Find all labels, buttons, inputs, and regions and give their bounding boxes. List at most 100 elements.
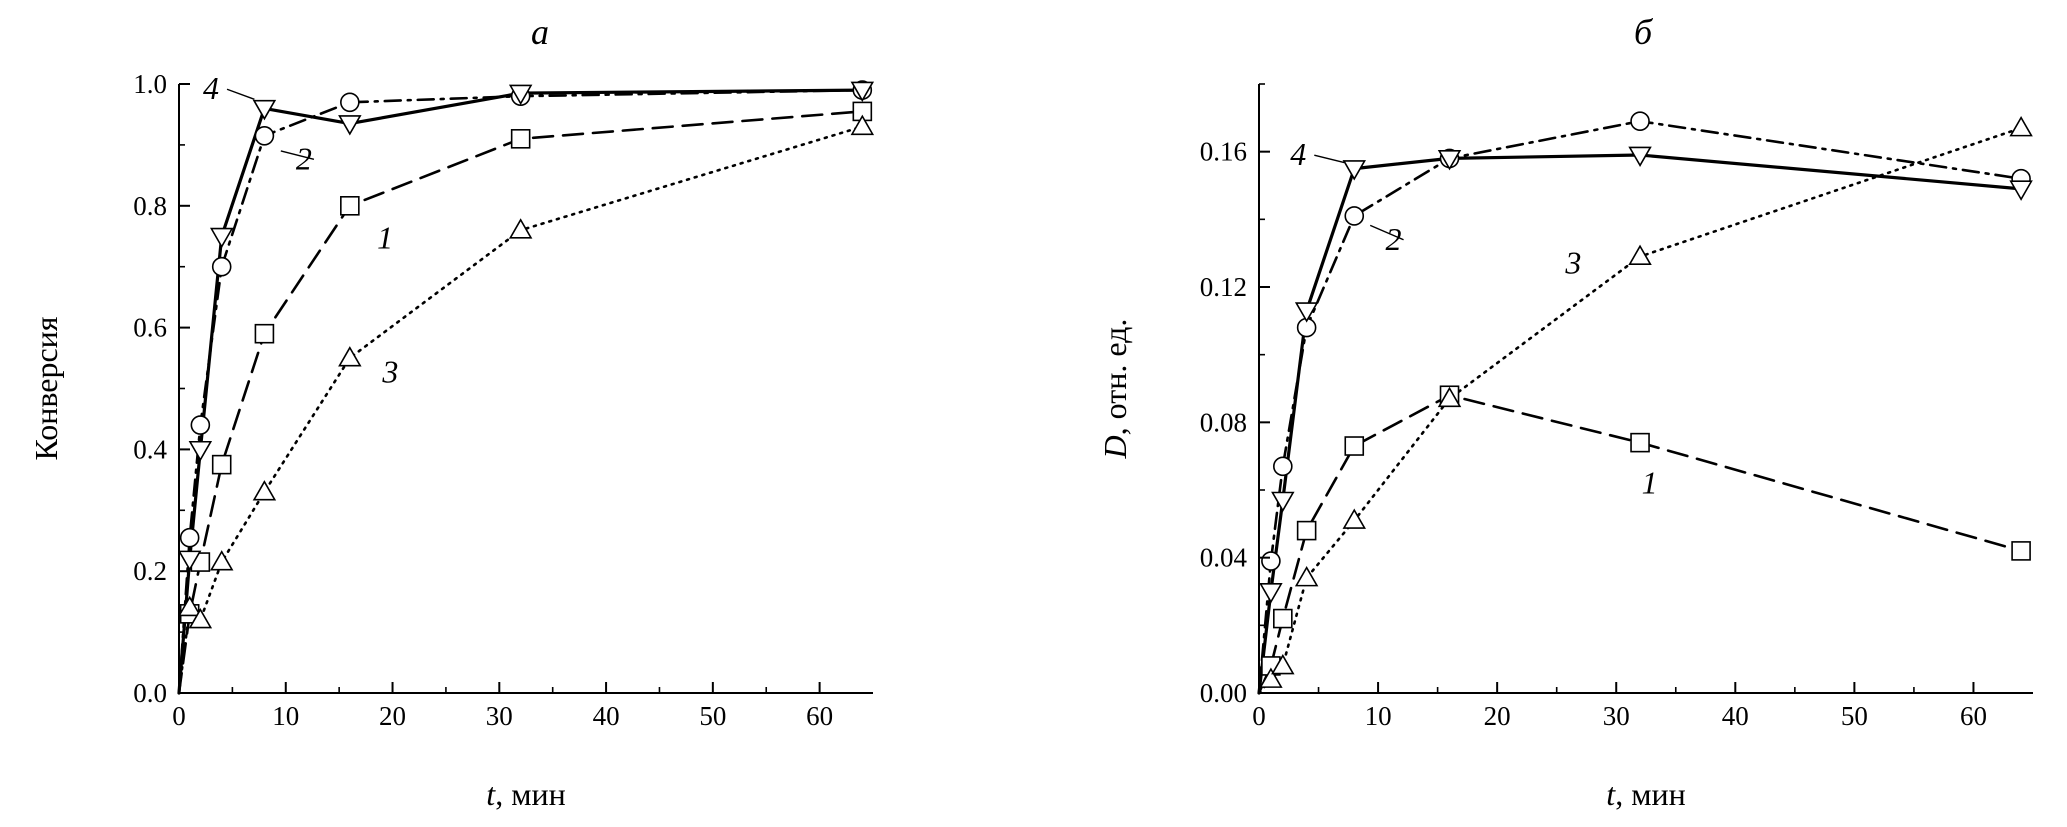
series-3-point [209, 550, 234, 571]
series-3-point [1437, 386, 1462, 408]
series-4-line [177, 88, 864, 695]
series-1-point [1296, 520, 1317, 541]
y-axis-title-unit: , отн. ед. [1097, 319, 1133, 436]
y-tick-label: 0.08 [1200, 407, 1247, 437]
x-tick-label: 50 [699, 701, 726, 731]
series-1-point [510, 129, 531, 149]
series-4-point [1437, 149, 1462, 171]
series-3-point [338, 346, 362, 367]
series-3-point [2009, 116, 2033, 137]
x-tick-label: 30 [1603, 701, 1630, 731]
curve-label: 3 [1564, 244, 1581, 280]
series-1-point [2011, 541, 2031, 561]
x-tick-label: 40 [1722, 701, 1749, 731]
series-1-point [1344, 436, 1365, 456]
series-3-line [1257, 126, 2023, 695]
series-2-line [1257, 119, 2023, 695]
x-tick-label: 0 [172, 701, 186, 731]
x-axis-title-unit: , мин [495, 776, 566, 812]
series-2-point [1630, 111, 1650, 132]
x-axis-title: t, мин [486, 776, 565, 812]
series-1-point [1630, 432, 1650, 453]
x-tick-label: 20 [379, 701, 406, 731]
y-tick-label: 1.0 [133, 69, 167, 99]
curve-label: 1 [1642, 464, 1658, 500]
series-4-point [1259, 583, 1283, 604]
series-2-point [1344, 206, 1365, 226]
series-4-point [1271, 491, 1295, 513]
y-tick-label: 0.2 [133, 556, 167, 586]
series-3-point [1271, 653, 1295, 675]
series-3-point [188, 607, 213, 629]
series-2-point [179, 527, 200, 548]
series-3-line [177, 125, 864, 695]
series-4-point [1628, 146, 1652, 168]
series-3-point [850, 114, 875, 136]
curve-label: 4 [1290, 136, 1306, 172]
x-axis-title: t, мин [1606, 776, 1685, 812]
series-2-point [1261, 551, 1281, 571]
y-tick-label: 0.00 [1200, 678, 1247, 708]
curve-label: 2 [1386, 221, 1402, 257]
x-tick-label: 60 [1960, 701, 1987, 731]
series-2-line [177, 88, 864, 695]
x-tick-label: 10 [272, 701, 299, 731]
series-4-point [508, 84, 533, 106]
curve-label-leader [1314, 154, 1345, 164]
curve-label: 2 [296, 140, 312, 176]
series-2-point [1273, 456, 1293, 477]
x-tick-label: 30 [486, 701, 513, 731]
chart-panel-b: б 0 10 20 30 40 50 60 0.00 0.04 0.08 0.12 0.16 t, мин… [1097, 12, 2033, 812]
series-1-point [340, 196, 360, 216]
x-tick-label: 0 [1252, 701, 1266, 731]
y-tick-label: 0.0 [133, 678, 167, 708]
x-axis-title-unit: , мин [1615, 776, 1686, 812]
series-4-point [252, 99, 277, 121]
x-tick-label: 50 [1841, 701, 1868, 731]
series-2-point [190, 415, 211, 435]
series-4-point [338, 115, 362, 136]
curve-label-leader [280, 150, 315, 160]
series-4-point [850, 81, 875, 103]
series-1-point [211, 454, 232, 475]
series-4-line [1257, 153, 2023, 695]
series-3-point [252, 480, 277, 501]
x-tick-label: 10 [1365, 701, 1392, 731]
y-tick-label: 0.6 [133, 313, 167, 343]
curve-label-leader [1369, 224, 1404, 241]
y-axis-title-var: D [1097, 435, 1133, 459]
series-3-point [1259, 667, 1283, 688]
y-tick-label: 0.04 [1200, 543, 1248, 573]
series-3-point [1342, 508, 1366, 529]
x-tick-label: 60 [806, 701, 833, 731]
series-2-point [340, 92, 360, 113]
series-3-point [1628, 244, 1652, 266]
x-tick-label: 20 [1484, 701, 1511, 731]
panel-title: а [531, 12, 549, 52]
series-3-point [1294, 566, 1319, 587]
y-tick-label: 0.12 [1200, 272, 1247, 302]
x-axis-title-var: t [1606, 776, 1616, 812]
series-4-point [209, 227, 234, 249]
y-axis-title: Конверсия [28, 316, 64, 460]
series-4-point [188, 440, 213, 462]
y-tick-label: 0.8 [133, 191, 167, 221]
y-axis-title-unit: Конверсия [28, 316, 64, 460]
series-1-point [254, 323, 275, 344]
series-3-point [177, 595, 202, 617]
x-tick-label: 40 [593, 701, 620, 731]
series-1-line [177, 110, 864, 695]
series-4-point [177, 550, 202, 571]
x-axis-title-var: t [486, 776, 496, 812]
series-4-point [2009, 180, 2033, 201]
y-tick-label: 0.16 [1200, 137, 1247, 167]
panel-title: б [1634, 12, 1654, 52]
y-tick-label: 0.4 [133, 434, 167, 464]
series-3-point [508, 218, 533, 239]
series-2-point [254, 125, 275, 146]
curve-label-leader [226, 88, 255, 100]
curve-label: 3 [381, 353, 398, 389]
series-4-point [1294, 302, 1319, 323]
y-axis-title: D, отн. ед. [1097, 319, 1133, 460]
curve-label: 4 [203, 70, 219, 106]
